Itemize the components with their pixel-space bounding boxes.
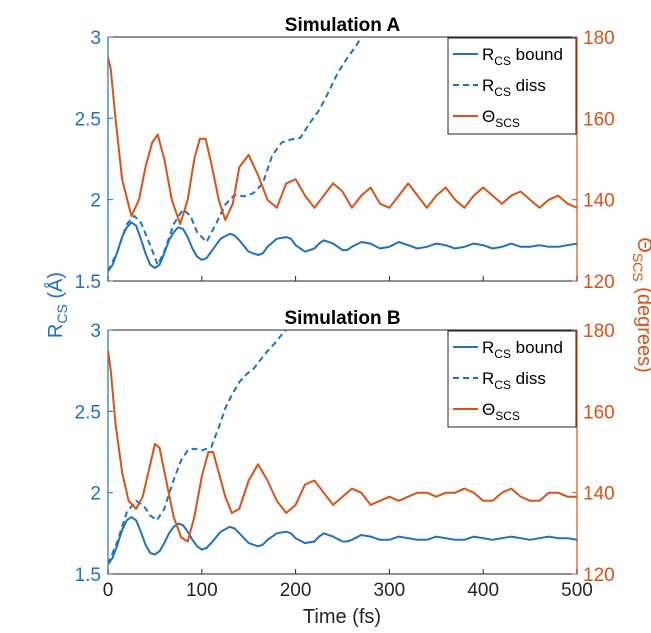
left-tick-label: 1.5: [75, 565, 101, 586]
right-axis-label: ΘSCS (degrees): [630, 237, 651, 373]
x-tick-label: 0: [103, 580, 114, 601]
left-axis-label-sub: CS: [54, 304, 70, 323]
series-line-3: [108, 350, 577, 543]
x-tick-label: 100: [186, 580, 218, 601]
right-tick-label: 180: [583, 321, 615, 342]
left-tick-label: 2.5: [75, 109, 101, 130]
x-tick-label: 500: [561, 580, 593, 601]
x-tick-label: 200: [280, 580, 312, 601]
legend-label: RCS bound: [482, 45, 563, 68]
series-line-1: [108, 516, 577, 565]
x-tick-label: 400: [467, 580, 499, 601]
x-axis-label: Time (fs): [303, 606, 381, 628]
right-tick-label: 140: [583, 484, 615, 505]
x-tick-label: 300: [374, 580, 406, 601]
left-tick-label: 2: [90, 484, 101, 505]
legend-label: ΘSCS: [482, 107, 520, 130]
legend: RCS bound RCS diss ΘSCS: [447, 330, 577, 428]
left-tick-label: 2: [90, 191, 101, 212]
left-tick-label: 2.5: [75, 402, 101, 423]
left-axis-label-tail: (Å): [44, 272, 67, 304]
left-axis-label-main: R: [45, 324, 67, 338]
right-axis-label-sub: SCS: [630, 253, 646, 282]
series-line-3: [108, 57, 577, 226]
right-axis-label-tail: (degrees): [633, 282, 651, 373]
chart-title: Simulation A: [285, 15, 401, 36]
left-tick-label: 3: [90, 28, 101, 49]
series-line-1: [108, 221, 577, 272]
legend-label: RCS diss: [482, 369, 546, 392]
right-tick-label: 120: [583, 272, 615, 293]
legend-label: RCS diss: [482, 76, 546, 99]
right-axis-label-main: Θ: [633, 237, 651, 253]
right-tick-label: 140: [583, 191, 615, 212]
panel-1: 1.5 2 2.5 3 120 140 160 180 Simulation A RCS boun…: [75, 15, 615, 293]
chart-title: Simulation B: [284, 308, 400, 329]
right-tick-label: 160: [583, 109, 615, 130]
right-tick-label: 180: [583, 28, 615, 49]
right-tick-label: 120: [583, 565, 615, 586]
legend: RCS bound RCS diss ΘSCS: [447, 37, 577, 135]
right-tick-label: 160: [583, 402, 615, 423]
left-tick-label: 3: [90, 321, 101, 342]
left-axis-label: RCS (Å): [44, 272, 70, 338]
panel-2: 1.5 2 2.5 3 120 140 160 180 0 100 200 300 400 500 Simu…: [75, 308, 615, 601]
left-tick-label: 1.5: [75, 272, 101, 293]
series-line-2: [108, 37, 363, 272]
legend-label: ΘSCS: [482, 400, 520, 423]
series-line-2: [108, 330, 287, 565]
legend-label: RCS bound: [482, 338, 563, 361]
